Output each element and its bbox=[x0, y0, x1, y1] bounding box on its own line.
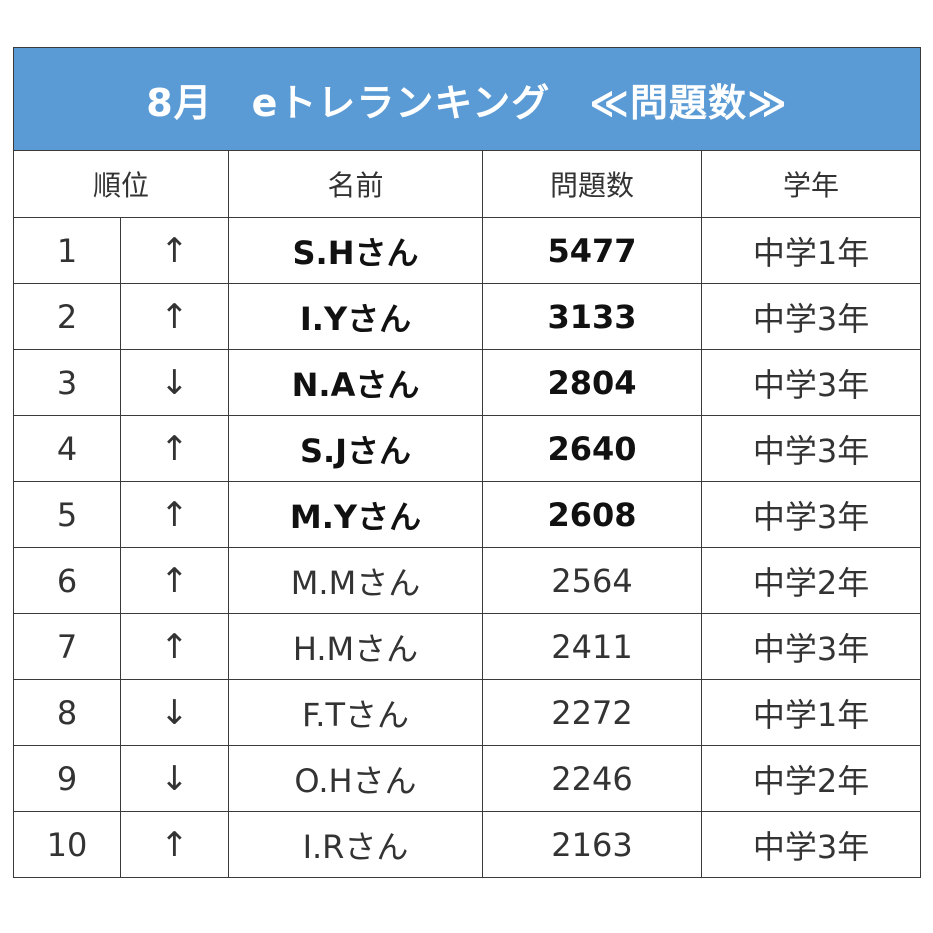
rank-change-arrow: ↑ bbox=[120, 415, 229, 482]
rank-cell: 4 bbox=[13, 415, 121, 482]
question-count-cell: 2564 bbox=[482, 547, 702, 614]
rank-change-arrow: ↑ bbox=[120, 547, 229, 614]
rank-change-arrow: ↑ bbox=[120, 283, 229, 350]
rank-change-arrow: ↓ bbox=[120, 349, 229, 416]
rank-change-arrow: ↑ bbox=[120, 613, 229, 680]
grade-cell: 中学2年 bbox=[700, 745, 922, 812]
rank-cell: 6 bbox=[13, 547, 121, 614]
rank-cell: 3 bbox=[13, 349, 121, 416]
rank-cell: 1 bbox=[13, 217, 121, 284]
name-cell: O.Hさん bbox=[228, 745, 483, 812]
name-cell: M.Yさん bbox=[228, 481, 483, 548]
grade-cell: 中学3年 bbox=[700, 349, 922, 416]
name-cell: N.Aさん bbox=[228, 349, 483, 416]
table-row: 9 ↓ O.Hさん 2246 中学2年 bbox=[13, 745, 922, 812]
rank-change-arrow: ↑ bbox=[120, 481, 229, 548]
name-cell: M.Mさん bbox=[228, 547, 483, 614]
question-count-cell: 2640 bbox=[482, 415, 702, 482]
rank-cell: 8 bbox=[13, 679, 121, 746]
table-row: 6 ↑ M.Mさん 2564 中学2年 bbox=[13, 547, 922, 614]
grade-cell: 中学3年 bbox=[700, 811, 922, 878]
column-header-name: 名前 bbox=[228, 150, 483, 218]
table-row: 4 ↑ S.Jさん 2640 中学3年 bbox=[13, 415, 922, 482]
column-header-row: 順位 名前 問題数 学年 bbox=[13, 150, 922, 218]
grade-cell: 中学2年 bbox=[700, 547, 922, 614]
table-row: 2 ↑ I.Yさん 3133 中学3年 bbox=[13, 283, 922, 350]
name-cell: I.Yさん bbox=[228, 283, 483, 350]
name-cell: H.Mさん bbox=[228, 613, 483, 680]
ranking-title: 8月 eトレランキング ≪問題数≫ bbox=[12, 47, 922, 151]
ranking-table-body: 8月 eトレランキング ≪問題数≫ 順位 名前 問題数 学年 1 ↑ S.Hさん 54… bbox=[12, 47, 922, 878]
question-count-cell: 2608 bbox=[482, 481, 702, 548]
grade-cell: 中学1年 bbox=[700, 679, 922, 746]
table-row: 7 ↑ H.Mさん 2411 中学3年 bbox=[13, 613, 922, 680]
column-header-rank: 順位 bbox=[13, 150, 229, 218]
table-row: 3 ↓ N.Aさん 2804 中学3年 bbox=[13, 349, 922, 416]
grade-cell: 中学3年 bbox=[700, 613, 922, 680]
rank-cell: 9 bbox=[13, 745, 121, 812]
question-count-cell: 2411 bbox=[482, 613, 702, 680]
grade-cell: 中学3年 bbox=[700, 415, 922, 482]
rank-change-arrow: ↓ bbox=[120, 679, 229, 746]
rank-cell: 5 bbox=[13, 481, 121, 548]
grade-cell: 中学3年 bbox=[700, 481, 922, 548]
question-count-cell: 2272 bbox=[482, 679, 702, 746]
grade-cell: 中学3年 bbox=[700, 283, 922, 350]
table-row: 8 ↓ F.Tさん 2272 中学1年 bbox=[13, 679, 922, 746]
title-row: 8月 eトレランキング ≪問題数≫ bbox=[12, 47, 922, 151]
column-header-count: 問題数 bbox=[482, 150, 702, 218]
question-count-cell: 2804 bbox=[482, 349, 702, 416]
ranking-table: 8月 eトレランキング ≪問題数≫ 順位 名前 問題数 学年 1 ↑ S.Hさん 54… bbox=[12, 47, 922, 878]
name-cell: I.Rさん bbox=[228, 811, 483, 878]
rank-change-arrow: ↑ bbox=[120, 217, 229, 284]
table-row: 5 ↑ M.Yさん 2608 中学3年 bbox=[13, 481, 922, 548]
grade-cell: 中学1年 bbox=[700, 217, 922, 284]
table-row: 10 ↑ I.Rさん 2163 中学3年 bbox=[13, 811, 922, 878]
table-row: 1 ↑ S.Hさん 5477 中学1年 bbox=[13, 217, 922, 284]
rank-change-arrow: ↓ bbox=[120, 745, 229, 812]
rank-cell: 10 bbox=[13, 811, 121, 878]
name-cell: F.Tさん bbox=[228, 679, 483, 746]
rank-cell: 2 bbox=[13, 283, 121, 350]
name-cell: S.Jさん bbox=[228, 415, 483, 482]
rank-cell: 7 bbox=[13, 613, 121, 680]
question-count-cell: 3133 bbox=[482, 283, 702, 350]
name-cell: S.Hさん bbox=[228, 217, 483, 284]
question-count-cell: 5477 bbox=[482, 217, 702, 284]
question-count-cell: 2163 bbox=[482, 811, 702, 878]
column-header-grade: 学年 bbox=[700, 150, 922, 218]
question-count-cell: 2246 bbox=[482, 745, 702, 812]
rank-change-arrow: ↑ bbox=[120, 811, 229, 878]
